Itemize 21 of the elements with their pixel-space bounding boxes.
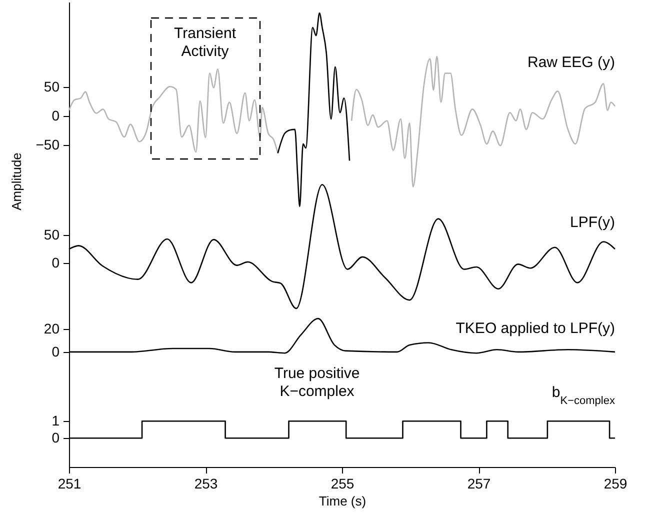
y-tick-label: 0 — [52, 430, 60, 446]
x-tick-label: 255 — [330, 476, 354, 492]
line-series — [277, 12, 350, 208]
y-tick-label: −50 — [36, 136, 60, 153]
annotation: Transient Activity — [174, 25, 237, 60]
y-tick-label: 1 — [52, 412, 60, 429]
x-tick-label: 259 — [604, 476, 628, 492]
line-series — [68, 184, 616, 310]
series-label: b$_{K−complex}$ — [552, 384, 616, 407]
x-tick-label: 257 — [467, 476, 491, 492]
series-label: LPF(y) — [570, 214, 616, 231]
series-label: TKEO applied to LPF(y) — [456, 320, 615, 337]
annotation: True positive K−complex — [274, 365, 360, 400]
x-tick-label: 251 — [58, 476, 82, 492]
y-tick-label: 50 — [44, 78, 60, 95]
y-axis-title: Amplitude — [8, 152, 24, 210]
y-tick-label: 0 — [52, 108, 60, 124]
x-tick-label: 253 — [194, 476, 218, 492]
y3-tick-label: 20 — [44, 320, 60, 336]
x-axis-title: Time (s) — [318, 494, 366, 508]
series-label: Raw EEG (y) — [527, 54, 615, 71]
